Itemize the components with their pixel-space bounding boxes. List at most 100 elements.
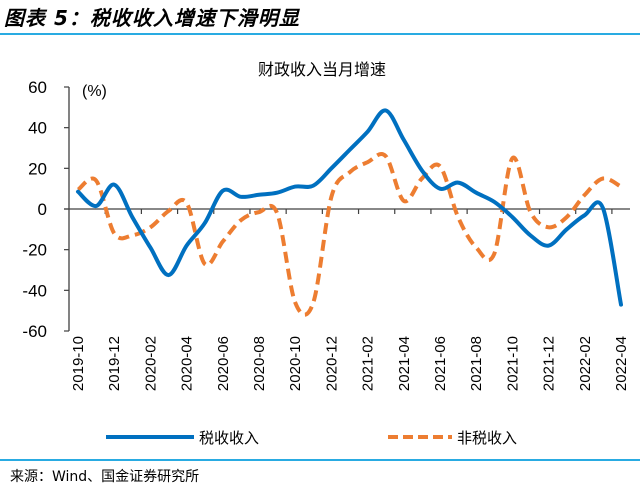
- data-point-tax-2022-04: [619, 303, 623, 307]
- x-tick-label: 2021-04: [396, 336, 413, 391]
- x-tick-label: 2021-02: [360, 336, 377, 391]
- data-point-nontax-2021-10: [510, 156, 514, 160]
- x-tick-label: 2020-10: [287, 336, 304, 391]
- series-line-nontax: [76, 152, 622, 317]
- y-tick-label: -40: [22, 281, 47, 300]
- data-point-tax-2021-11: [528, 233, 532, 237]
- x-tick-label: 2019-10: [70, 336, 87, 391]
- data-point-tax-2020-08: [257, 193, 261, 197]
- data-point-tax-2022-03: [601, 206, 605, 210]
- data-point-nontax-2020-02: [148, 225, 152, 229]
- data-point-nontax-2019-12: [112, 231, 116, 235]
- data-point-tax-2020-03: [167, 273, 171, 277]
- data-point-tax-2022-01: [565, 227, 569, 231]
- y-tick-label: 60: [28, 78, 47, 97]
- y-tick-label: -60: [22, 322, 47, 341]
- data-point-nontax-2022-04: [619, 185, 623, 189]
- x-tick-label: 2020-12: [323, 336, 340, 391]
- data-point-nontax-2020-05: [203, 262, 207, 266]
- data-point-nontax-2021-11: [528, 210, 532, 214]
- data-point-tax-2020-05: [203, 221, 207, 225]
- data-point-tax-2020-11: [311, 184, 315, 188]
- legend-item-tax: 税收收入: [106, 427, 259, 447]
- title-divider: [0, 33, 640, 35]
- x-tick-label: 2020-02: [142, 336, 159, 391]
- data-point-nontax-2021-08: [474, 246, 478, 250]
- legend-label-tax: 税收收入: [199, 428, 260, 447]
- data-point-tax-2021-12: [547, 244, 551, 248]
- data-point-tax-2020-09: [275, 191, 279, 195]
- data-point-nontax-2021-12: [547, 225, 551, 229]
- data-point-tax-2021-05: [420, 168, 424, 172]
- data-point-tax-2020-02: [148, 246, 152, 250]
- data-point-nontax-2020-04: [185, 201, 189, 205]
- x-tick-label: 2021-12: [541, 336, 558, 391]
- x-tick-label: 2021-08: [468, 336, 485, 391]
- data-point-tax-2021-02: [366, 130, 370, 134]
- data-point-nontax-2022-02: [583, 193, 587, 197]
- data-point-nontax-2021-01: [348, 170, 352, 174]
- y-tick-label: 0: [38, 200, 47, 219]
- legend-item-nontax: 非税收入: [388, 427, 517, 447]
- y-axis: 60 40 20 0 -20 -40 -60: [22, 78, 70, 341]
- x-tick-label: 2021-10: [504, 336, 521, 391]
- series-line-tax: [76, 108, 623, 307]
- data-point-nontax-2020-11: [311, 301, 315, 305]
- x-tick-label: 2021-06: [432, 336, 449, 391]
- data-point-tax-2019-10: [76, 190, 80, 194]
- chart-title: 财政收入当月增速: [258, 60, 386, 79]
- data-point-tax-2020-06: [221, 189, 225, 193]
- legend-swatch-dashed-line-icon: [388, 435, 452, 439]
- series-layer: [76, 108, 623, 317]
- source-divider: [0, 459, 640, 461]
- data-point-nontax-2022-03: [601, 177, 605, 181]
- data-point-nontax-2020-03: [167, 209, 171, 213]
- data-point-tax-2019-12: [112, 183, 116, 187]
- data-point-tax-2020-01: [130, 215, 134, 219]
- data-point-nontax-2021-05: [420, 177, 424, 181]
- data-point-tax-2020-10: [293, 185, 297, 189]
- data-point-tax-2021-08: [474, 191, 478, 195]
- data-point-nontax-2020-09: [275, 211, 279, 215]
- data-point-tax-2022-02: [583, 213, 587, 217]
- data-point-nontax-2022-01: [565, 215, 569, 219]
- y-tick-label: 40: [28, 119, 47, 138]
- data-point-tax-2021-07: [456, 181, 460, 185]
- data-point-nontax-2020-10: [293, 301, 297, 305]
- data-point-nontax-2020-06: [221, 240, 225, 244]
- legend-label-nontax: 非税收入: [457, 428, 518, 447]
- source-note: 来源：Wind、国金证券研究所: [10, 469, 200, 485]
- data-point-nontax-2019-11: [94, 179, 98, 183]
- data-point-nontax-2020-07: [239, 218, 243, 222]
- y-axis-unit-label: (%): [82, 83, 107, 100]
- data-point-tax-2021-06: [438, 187, 442, 191]
- data-point-tax-2021-01: [348, 148, 352, 152]
- data-point-nontax-2021-07: [456, 215, 460, 219]
- data-point-tax-2021-04: [402, 138, 406, 142]
- x-tick-label: 2020-04: [179, 336, 196, 391]
- x-tick-label: 2019-12: [106, 336, 123, 391]
- data-point-tax-2020-07: [239, 195, 243, 199]
- data-point-nontax-2021-09: [492, 252, 496, 256]
- data-point-nontax-2020-08: [257, 210, 261, 214]
- data-point-tax-2020-04: [185, 244, 189, 248]
- x-axis: 2019-10 2019-12 2020-02 2020-04 2020-06 2020-…: [64, 208, 630, 391]
- data-point-tax-2021-10: [510, 215, 514, 219]
- y-tick-label: 20: [28, 159, 47, 178]
- data-point-nontax-2021-02: [366, 160, 370, 164]
- data-point-nontax-2021-03: [384, 154, 388, 158]
- legend-swatch-solid-line-icon: [106, 435, 194, 439]
- x-tick-label: 2022-02: [577, 336, 594, 391]
- data-point-tax-2020-12: [329, 166, 333, 170]
- data-point-tax-2021-09: [492, 200, 496, 204]
- x-tick-label: 2020-08: [251, 336, 268, 391]
- data-point-nontax-2021-06: [438, 164, 442, 168]
- x-tick-label: 2022-04: [613, 336, 630, 391]
- data-point-nontax-2021-04: [402, 199, 406, 203]
- x-tick-label: 2020-06: [215, 336, 232, 391]
- data-point-tax-2021-03: [384, 108, 388, 112]
- data-point-tax-2019-11: [94, 204, 98, 208]
- y-tick-label: -20: [22, 241, 47, 260]
- data-point-nontax-2020-12: [329, 195, 333, 199]
